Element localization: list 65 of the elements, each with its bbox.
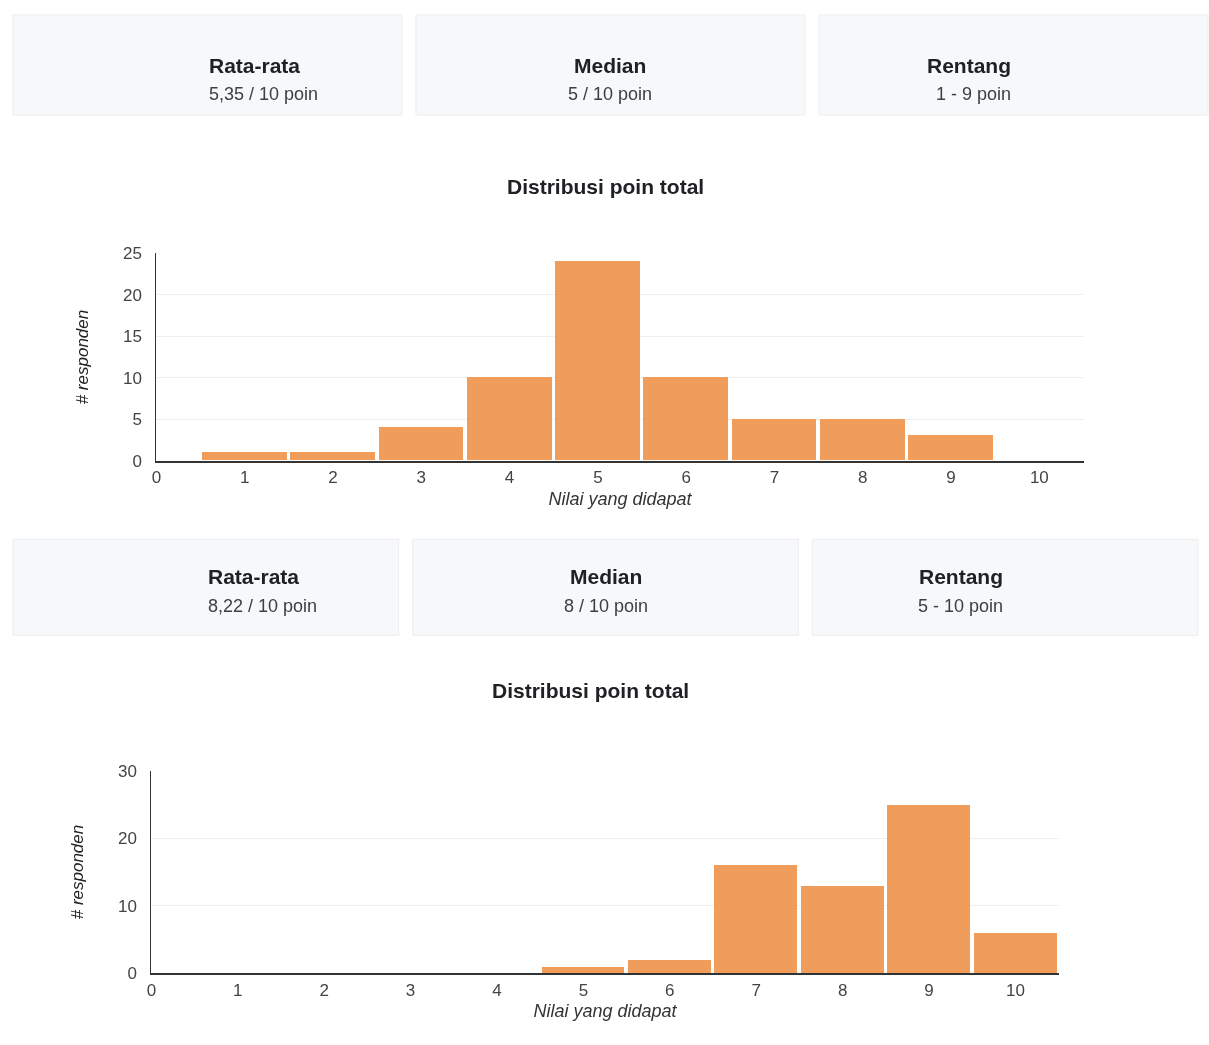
bar xyxy=(974,932,1058,973)
y-tick-label: 25 xyxy=(123,244,142,264)
text: Rentang xyxy=(927,54,1011,77)
y-tick-label: 20 xyxy=(123,285,142,305)
bar xyxy=(887,804,971,973)
text: Median xyxy=(570,565,643,588)
x-tick-label: 9 xyxy=(924,980,934,1000)
bar xyxy=(908,435,994,461)
x-tick-label: 6 xyxy=(665,980,675,1000)
x-tick-label: 5 xyxy=(578,980,589,1000)
text: Rentang xyxy=(919,565,1003,588)
x-tick-label: 3 xyxy=(405,980,416,1000)
text: Rata-rata xyxy=(208,565,300,588)
text: 5 - 10 poin xyxy=(918,596,1004,616)
bar xyxy=(202,452,288,461)
y-tick-label: 5 xyxy=(132,410,142,430)
text: 8 / 10 poin xyxy=(564,596,649,616)
y-axis-title: # responden xyxy=(67,824,87,920)
text: 8,22 / 10 poin xyxy=(208,596,318,616)
x-axis-title: Nilai yang didapat xyxy=(533,1001,678,1022)
chart-title: Distribusi poin total xyxy=(492,679,690,702)
y-tick-label: 10 xyxy=(123,368,142,388)
y-tick-label: 15 xyxy=(123,327,142,347)
bar xyxy=(643,377,729,461)
bar xyxy=(732,419,817,461)
x-tick-label: 1 xyxy=(239,468,250,488)
bar xyxy=(467,377,553,461)
bar xyxy=(714,864,798,973)
text: Median xyxy=(574,54,647,77)
bar xyxy=(820,419,906,461)
x-axis-title: Nilai yang didapat xyxy=(548,488,693,509)
bar xyxy=(628,959,712,973)
chart-title: Distribusi poin total xyxy=(507,175,705,198)
x-tick-label: 7 xyxy=(751,980,761,1000)
x-tick-label: 4 xyxy=(492,980,502,1000)
x-tick-label: 8 xyxy=(837,980,848,1000)
x-tick-label: 9 xyxy=(946,468,956,488)
x-tick-label: 2 xyxy=(319,980,329,1000)
text: 5 / 10 poin xyxy=(568,84,653,104)
x-tick-label: 6 xyxy=(681,468,691,488)
y-tick-label: 20 xyxy=(118,829,137,849)
y-axis-title: # responden xyxy=(72,309,92,405)
bar xyxy=(290,452,376,461)
x-tick-label: 10 xyxy=(1005,980,1025,1000)
y-tick-label: 0 xyxy=(127,964,137,984)
x-tick-label: 8 xyxy=(858,468,868,488)
x-tick-label: 3 xyxy=(416,468,427,488)
bar xyxy=(555,261,641,461)
text: 5,35 / 10 poin xyxy=(209,84,319,104)
text: 1 - 9 poin xyxy=(936,84,1012,104)
y-tick-label: 30 xyxy=(118,761,137,781)
x-tick-label: 0 xyxy=(146,980,157,1000)
x-tick-label: 4 xyxy=(504,468,515,488)
bar xyxy=(801,885,885,973)
x-tick-label: 0 xyxy=(151,468,162,488)
x-tick-label: 7 xyxy=(769,468,780,488)
x-tick-label: 2 xyxy=(328,468,338,488)
text: Rata-rata xyxy=(209,54,301,77)
bar xyxy=(542,966,625,973)
y-tick-label: 0 xyxy=(132,451,142,471)
x-tick-label: 5 xyxy=(593,468,603,488)
x-tick-label: 10 xyxy=(1029,468,1049,488)
x-tick-label: 1 xyxy=(233,980,243,1000)
y-tick-label: 10 xyxy=(118,896,137,916)
bar xyxy=(379,427,464,461)
